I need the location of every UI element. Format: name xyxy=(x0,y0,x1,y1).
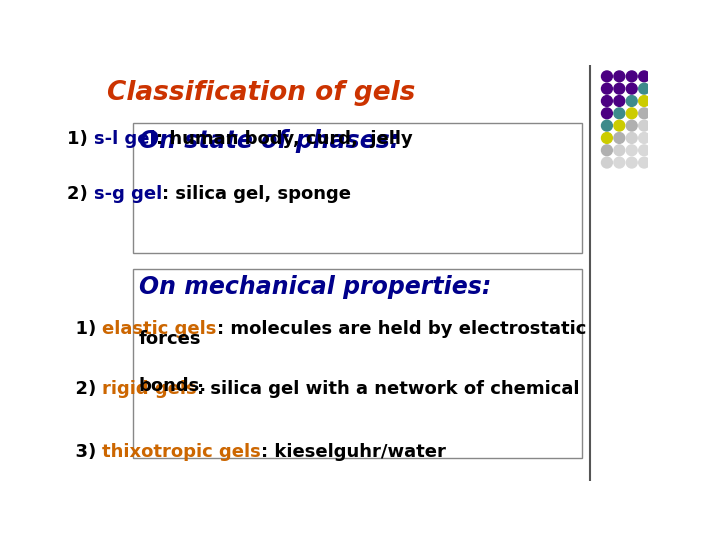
Text: bonds.: bonds. xyxy=(139,377,207,395)
Circle shape xyxy=(601,71,612,82)
Circle shape xyxy=(614,96,625,106)
Circle shape xyxy=(639,145,649,156)
Circle shape xyxy=(639,96,649,106)
Circle shape xyxy=(639,108,649,119)
Text: : silica gel with a network of chemical: : silica gel with a network of chemical xyxy=(197,380,580,398)
Circle shape xyxy=(626,83,637,94)
Text: 2): 2) xyxy=(67,185,94,203)
Text: On state of phases:: On state of phases: xyxy=(139,129,399,153)
Text: elastic gels: elastic gels xyxy=(102,320,217,338)
Text: : human body, curd,  jelly: : human body, curd, jelly xyxy=(156,130,413,148)
Text: rigid gels: rigid gels xyxy=(102,380,197,398)
Circle shape xyxy=(614,145,625,156)
Circle shape xyxy=(601,145,612,156)
Circle shape xyxy=(614,83,625,94)
Text: 1): 1) xyxy=(67,130,94,148)
Circle shape xyxy=(626,157,637,168)
Circle shape xyxy=(639,83,649,94)
Circle shape xyxy=(626,132,637,143)
Circle shape xyxy=(614,157,625,168)
Text: 3): 3) xyxy=(63,443,102,461)
Text: thixotropic gels: thixotropic gels xyxy=(102,443,261,461)
Circle shape xyxy=(614,120,625,131)
Circle shape xyxy=(639,132,649,143)
Circle shape xyxy=(626,145,637,156)
Circle shape xyxy=(626,96,637,106)
Circle shape xyxy=(601,132,612,143)
Circle shape xyxy=(614,71,625,82)
Text: : molecules are held by electrostatic: : molecules are held by electrostatic xyxy=(217,320,586,338)
Circle shape xyxy=(626,71,637,82)
Text: Classification of gels: Classification of gels xyxy=(107,80,415,106)
Text: 2): 2) xyxy=(63,380,102,398)
Circle shape xyxy=(614,108,625,119)
Text: 1): 1) xyxy=(63,320,102,338)
Circle shape xyxy=(601,96,612,106)
Circle shape xyxy=(639,120,649,131)
Circle shape xyxy=(639,71,649,82)
Bar xyxy=(132,123,582,253)
Text: : silica gel, sponge: : silica gel, sponge xyxy=(162,185,351,203)
Circle shape xyxy=(639,157,649,168)
Circle shape xyxy=(601,157,612,168)
Circle shape xyxy=(614,132,625,143)
Circle shape xyxy=(626,108,637,119)
Circle shape xyxy=(601,120,612,131)
Circle shape xyxy=(601,83,612,94)
Bar xyxy=(132,269,582,457)
Circle shape xyxy=(601,108,612,119)
Text: s-l gel: s-l gel xyxy=(94,130,156,148)
Text: On mechanical properties:: On mechanical properties: xyxy=(139,275,491,299)
Text: : kieselguhr/water: : kieselguhr/water xyxy=(261,443,446,461)
Circle shape xyxy=(626,120,637,131)
Text: forces: forces xyxy=(139,330,202,348)
Text: s-g gel: s-g gel xyxy=(94,185,162,203)
